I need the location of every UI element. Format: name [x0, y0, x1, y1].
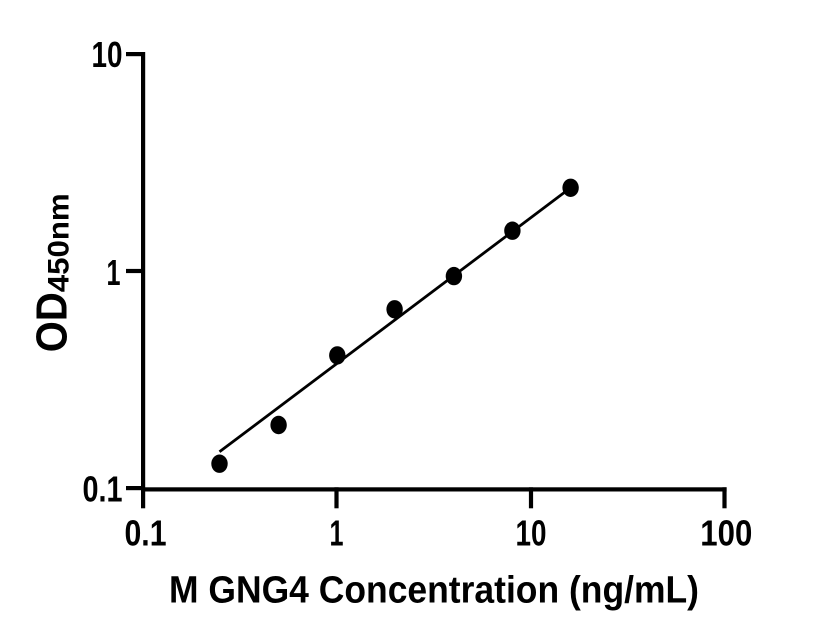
svg-text:M GNG4 Concentration (ng/mL): M GNG4 Concentration (ng/mL) [169, 570, 699, 612]
svg-text:0.1: 0.1 [125, 513, 167, 554]
svg-text:OD450nm: OD450nm [27, 193, 76, 352]
svg-text:10: 10 [92, 34, 123, 75]
svg-text:10: 10 [516, 513, 547, 554]
svg-text:0.1: 0.1 [83, 469, 123, 510]
svg-text:1: 1 [107, 252, 121, 293]
svg-text:100: 100 [700, 513, 752, 554]
svg-text:1: 1 [330, 513, 344, 554]
